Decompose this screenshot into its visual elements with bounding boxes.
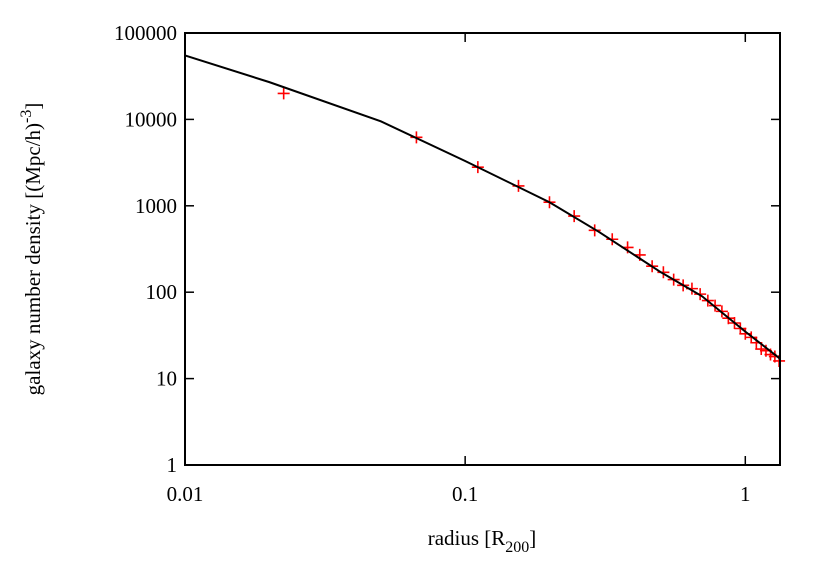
y-label-sup: -3 (18, 110, 35, 123)
x-label-sub: 200 (505, 539, 529, 556)
y-tick-label: 100000 (114, 21, 177, 45)
point (709, 299, 722, 312)
point (606, 233, 619, 246)
y-label-main: galaxy number density [(Mpc/h) (21, 123, 45, 395)
y-tick-label: 100 (146, 280, 178, 304)
x-tick-label: 0.01 (167, 482, 204, 506)
x-axis-label: radius [R200] (428, 526, 537, 556)
x-label-end: ] (529, 526, 536, 550)
line (184, 54, 781, 360)
y-label-end: ] (21, 103, 45, 110)
y-tick-label: 10 (156, 367, 177, 391)
point (277, 87, 290, 100)
y-axis-label: galaxy number density [(Mpc/h)-3] (18, 103, 45, 396)
x-tick-label: 1 (740, 482, 751, 506)
x-tick-label: 0.1 (452, 482, 478, 506)
plot-frame (184, 32, 781, 466)
x-label-main: radius [R (428, 526, 506, 550)
y-tick-label: 10000 (125, 107, 178, 131)
y-tick-label: 1 (167, 453, 178, 477)
y-tick-label: 1000 (135, 194, 177, 218)
